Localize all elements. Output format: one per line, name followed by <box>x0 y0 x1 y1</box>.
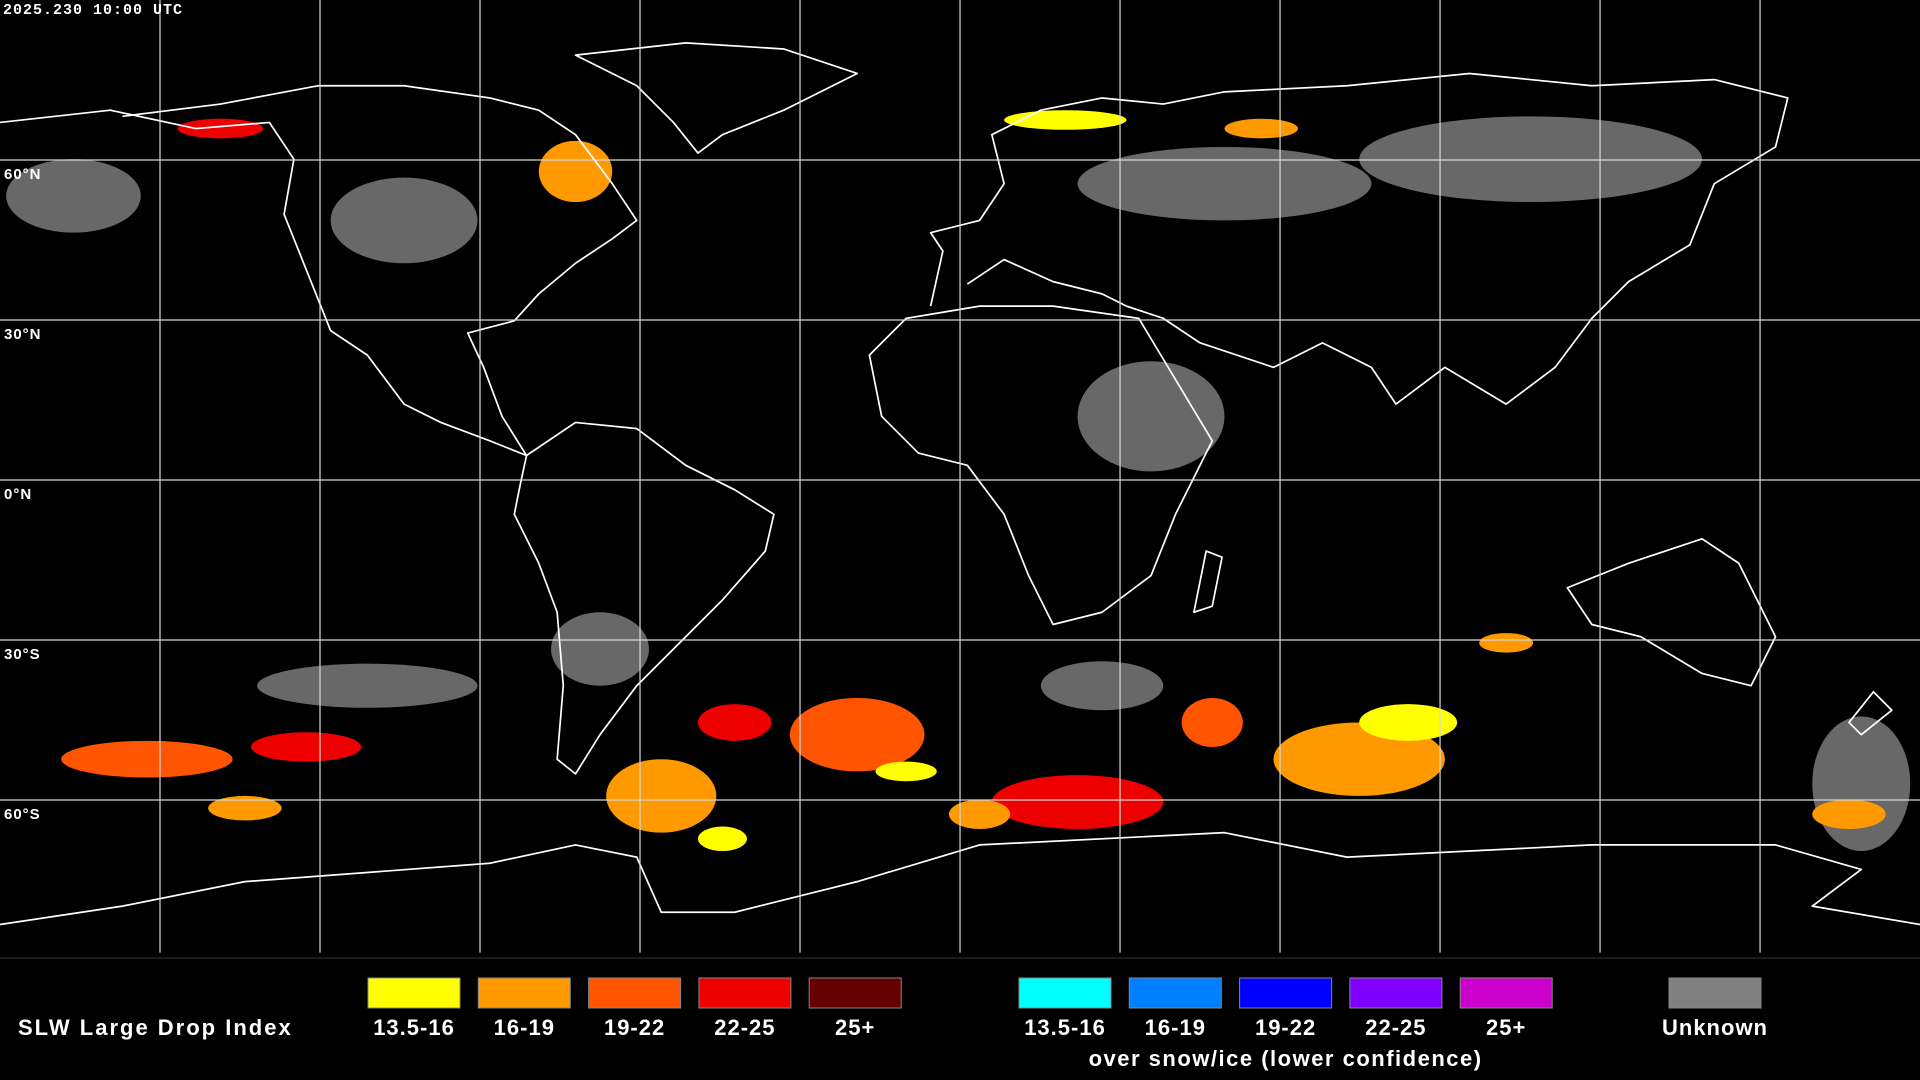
legend-swatch <box>698 977 792 1009</box>
legend-label: 19-22 <box>1255 1015 1316 1040</box>
cloud <box>330 177 478 264</box>
patch <box>1812 799 1886 829</box>
legend-label: 22-25 <box>1365 1015 1426 1040</box>
legend-swatch <box>367 977 461 1009</box>
patch <box>177 118 264 139</box>
latitude-label: 60°N <box>4 166 42 183</box>
latitude-labels: 60°N 30°N 0°N 30°S 60°S <box>4 166 42 823</box>
legend-label: 16-19 <box>1145 1015 1206 1040</box>
coast-north-america <box>0 84 638 457</box>
latitude-label: 0°N <box>4 486 32 503</box>
legend-label: 13.5-16 <box>373 1015 455 1040</box>
legend: 13.5-16 16-19 19-22 22-25 25+ 13.5-16 16-19 19-… <box>367 977 1768 1071</box>
patch <box>1479 633 1534 653</box>
patch <box>61 740 233 778</box>
legend-label: 22-25 <box>714 1015 775 1040</box>
patch <box>538 140 613 203</box>
coast-madagascar <box>1193 550 1223 614</box>
graticule <box>0 0 1920 953</box>
cloud <box>1040 661 1164 711</box>
legend-caption: over snow/ice (lower confidence) <box>1089 1046 1483 1071</box>
coastlines <box>0 42 1920 926</box>
legend-label: Unknown <box>1662 1015 1768 1040</box>
coast-new-zealand <box>1848 690 1893 736</box>
timestamp: 2025.230 10:00 UTC <box>3 2 183 19</box>
patch <box>251 732 362 762</box>
cloud <box>257 663 478 708</box>
legend-swatch <box>1018 977 1112 1009</box>
cloud <box>1077 361 1225 472</box>
latitude-label: 30°S <box>4 646 41 663</box>
coast-australia <box>1566 537 1777 687</box>
legend-swatch <box>1128 977 1222 1009</box>
latitude-label: 60°S <box>4 806 41 823</box>
legend-label: 25+ <box>1486 1015 1526 1040</box>
patch <box>697 826 747 852</box>
patch <box>1004 110 1127 130</box>
cloud <box>1359 116 1703 203</box>
map <box>0 42 1920 926</box>
legend-swatch <box>588 977 682 1009</box>
coast-south-america <box>513 421 775 775</box>
patch <box>991 775 1164 829</box>
cloud <box>6 159 141 233</box>
patch <box>1359 704 1458 741</box>
legend-label: 16-19 <box>494 1015 555 1040</box>
legend-label: 25+ <box>835 1015 875 1040</box>
patch <box>1181 697 1243 747</box>
legend-label: 13.5-16 <box>1024 1015 1106 1040</box>
patch <box>697 704 772 741</box>
cloud <box>551 612 649 686</box>
patch <box>1224 118 1298 139</box>
patch <box>789 697 925 772</box>
legend-title: SLW Large Drop Index <box>18 1015 293 1040</box>
patch <box>948 799 1011 829</box>
coast-antarctica <box>0 831 1920 926</box>
legend-swatch <box>1459 977 1553 1009</box>
legend-swatch <box>1239 977 1333 1009</box>
cloud <box>1077 146 1372 221</box>
latitude-label: 30°N <box>4 326 42 343</box>
coast-africa <box>868 305 1214 626</box>
legend-swatch <box>808 977 902 1009</box>
legend-background <box>0 958 1920 1080</box>
patch <box>606 759 717 833</box>
cloud <box>1812 716 1911 852</box>
coast-eurasia <box>929 72 1789 405</box>
cloud-areas <box>6 116 1911 852</box>
index-patches <box>61 110 1886 852</box>
legend-swatch <box>477 977 571 1009</box>
patch <box>208 795 282 821</box>
patch <box>1273 722 1445 796</box>
legend-swatch <box>1349 977 1443 1009</box>
legend-swatch <box>1668 977 1762 1009</box>
coast-greenland <box>574 42 859 154</box>
legend-label: 19-22 <box>604 1015 665 1040</box>
patch <box>875 761 937 782</box>
